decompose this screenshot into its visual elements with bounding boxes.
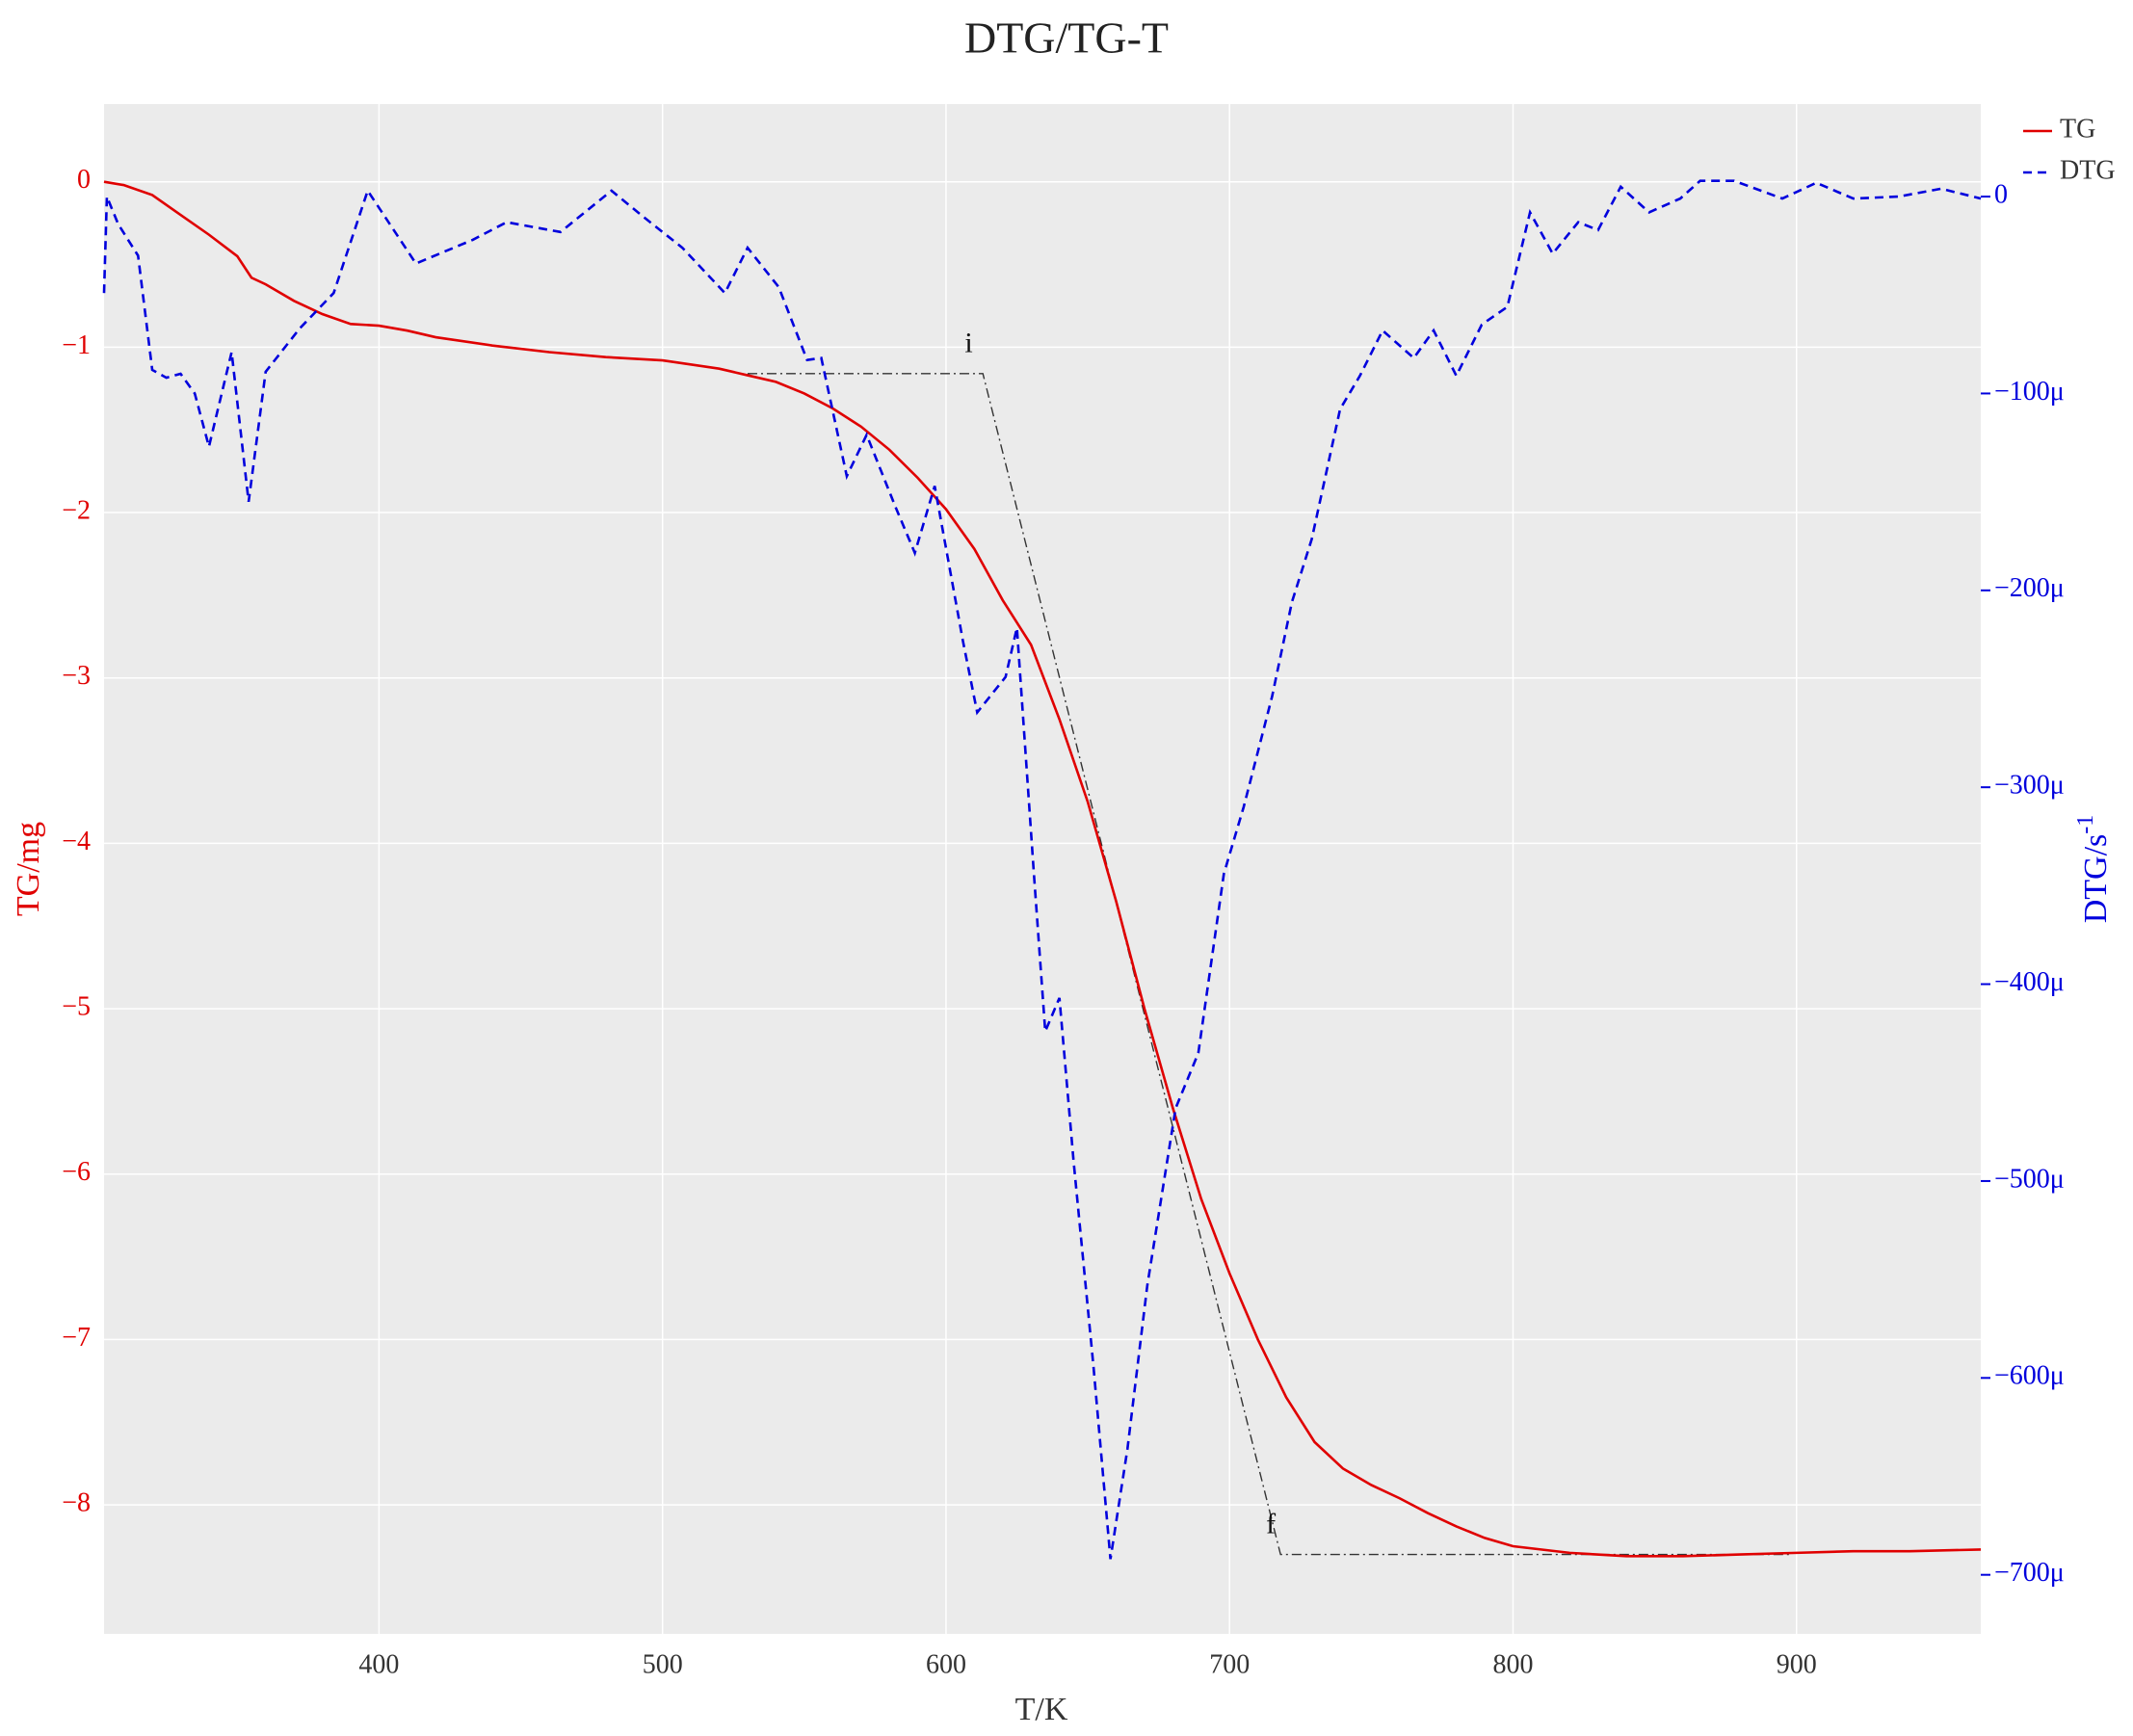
line-0 [103, 180, 1982, 1558]
y2-tick-label: −200μ [1994, 573, 2065, 603]
x-axis-title: T/K [1015, 1692, 1068, 1727]
y2-tick-label: −600μ [1994, 1361, 2065, 1391]
x-tick-label: 700 [1209, 1649, 1250, 1679]
plot-background [104, 104, 1981, 1634]
y2-tick-label: −400μ [1994, 967, 2065, 997]
y-tick-label: −8 [62, 1488, 91, 1518]
x-tick-label: 900 [1777, 1649, 1817, 1679]
annotation: i [964, 328, 972, 359]
y2-tick-label: 0 [1994, 179, 2008, 209]
y2-tick-label: −700μ [1994, 1558, 2065, 1588]
chart-title: DTG/TG-T [964, 13, 1169, 63]
y-tick-label: −5 [62, 991, 91, 1021]
y-tick-label: −3 [62, 661, 91, 691]
line-1 [102, 179, 1982, 1560]
x-tick-label: 400 [358, 1649, 399, 1679]
y-tick-label: 0 [77, 165, 91, 195]
legend-label: TG [2060, 114, 2095, 144]
x-tick-label: 800 [1492, 1649, 1533, 1679]
x-tick-label: 600 [926, 1649, 966, 1679]
y2-axis-title: DTG/s-1 [2073, 815, 2114, 924]
y-axis-title: TG/mg [11, 822, 46, 916]
y-tick-label: −6 [62, 1157, 91, 1187]
y2-tick-label: −500μ [1994, 1164, 2065, 1194]
y-tick-label: −1 [62, 330, 91, 360]
y-tick-label: −2 [62, 495, 91, 525]
y2-axis-title-sup: -1 [2073, 815, 2098, 834]
legend-label: DTG [2060, 155, 2116, 185]
y-tick-label: −7 [62, 1323, 91, 1353]
guide-line [747, 373, 1791, 1556]
annotation: f [1266, 1508, 1276, 1539]
y2-tick-label: −100μ [1994, 377, 2065, 407]
y2-tick-label: −300μ [1994, 771, 2065, 801]
x-tick-label: 500 [643, 1649, 683, 1679]
y2-axis-title-main: DTG/s [2078, 834, 2114, 924]
y-tick-label: −4 [62, 827, 91, 856]
